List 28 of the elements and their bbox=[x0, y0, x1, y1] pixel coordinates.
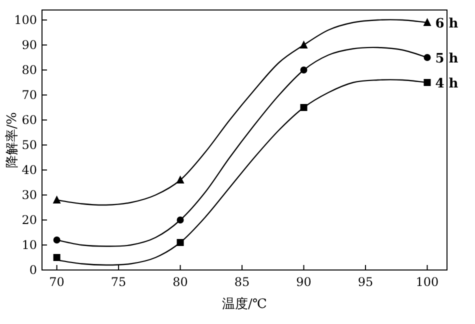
series-label: 5 h bbox=[435, 52, 459, 66]
point bbox=[53, 254, 60, 261]
x-tick-label: 75 bbox=[110, 275, 126, 289]
y-tick-label: 30 bbox=[22, 188, 37, 202]
y-tick-label: 40 bbox=[22, 163, 37, 177]
y-tick-label: 80 bbox=[22, 63, 37, 77]
y-axis-title: 降解率/% bbox=[4, 112, 20, 168]
point bbox=[53, 236, 60, 244]
x-tick-label: 95 bbox=[358, 275, 374, 289]
x-tick-label: 85 bbox=[234, 275, 250, 289]
x-tick-label: 70 bbox=[49, 275, 64, 289]
x-tick-label: 80 bbox=[172, 275, 188, 289]
point bbox=[424, 79, 431, 86]
y-tick-label: 90 bbox=[22, 38, 37, 52]
y-tick-label: 60 bbox=[22, 113, 37, 127]
y-tick-label: 20 bbox=[22, 213, 37, 227]
y-tick-label: 0 bbox=[29, 263, 37, 277]
series-label: 6 h bbox=[435, 16, 459, 32]
point bbox=[52, 196, 61, 204]
y-tick-label: 10 bbox=[22, 238, 37, 252]
x-tick-label: 100 bbox=[416, 275, 439, 289]
y-tick-label: 50 bbox=[22, 138, 37, 152]
y-tick-label: 100 bbox=[14, 13, 37, 27]
x-axis-title: 温度/℃ bbox=[222, 296, 267, 312]
series-label: 4 h bbox=[435, 76, 459, 92]
x-tick-label: 90 bbox=[296, 275, 312, 289]
y-tick-label: 70 bbox=[22, 88, 37, 102]
point bbox=[423, 18, 432, 26]
